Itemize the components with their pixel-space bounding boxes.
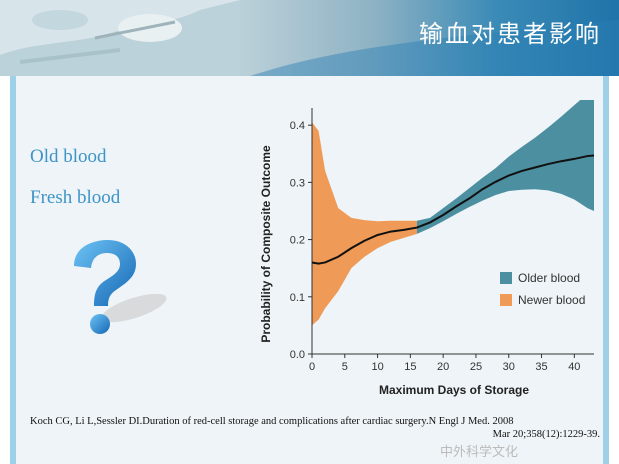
x-tick-label-40: 40 xyxy=(568,361,580,373)
slide-content-frame xyxy=(10,76,609,464)
old-blood-label: Old blood xyxy=(30,146,107,167)
legend-label-newer: Newer blood xyxy=(518,293,585,307)
newer-blood-band xyxy=(312,122,417,326)
page-title: 输血对患者影响 xyxy=(419,20,601,48)
y-tick-label-3: 0.3 xyxy=(290,177,305,189)
chart-legend: Older blood Newer blood xyxy=(500,271,585,307)
x-tick-label-20: 20 xyxy=(437,361,449,373)
header-banner: 输血对患者影响 xyxy=(0,0,619,76)
y-axis-label: Probability of Composite Outcome xyxy=(259,145,273,343)
x-tick-label-10: 10 xyxy=(371,361,383,373)
x-tick-label-0: 0 xyxy=(309,361,315,373)
y-tick-label-2: 0.2 xyxy=(290,235,305,247)
older-blood-band xyxy=(416,100,594,234)
fresh-blood-label: Fresh blood xyxy=(30,187,121,208)
x-tick-label-35: 35 xyxy=(535,361,547,373)
legend-label-older: Older blood xyxy=(518,271,580,285)
citation-line-1: Koch CG, Li L,Sessler DI.Duration of red… xyxy=(30,416,514,427)
question-mark-icon xyxy=(74,240,167,334)
storage-outcome-chart: 0 5 10 15 20 25 30 35 40 0.0 0.1 0.2 0.3 0.4 Older bl… xyxy=(259,100,595,397)
x-tick-label-30: 30 xyxy=(503,361,515,373)
y-tick-label-1: 0.1 xyxy=(290,292,305,304)
legend-swatch-newer xyxy=(500,294,512,306)
surgery-photo xyxy=(0,0,619,76)
legend-swatch-older xyxy=(500,272,512,284)
citation-line-2: Mar 20;358(12):1229-39. xyxy=(492,429,600,440)
x-tick-label-15: 15 xyxy=(404,361,416,373)
citation: Koch CG, Li L,Sessler DI.Duration of red… xyxy=(30,415,610,441)
mean-outcome-line xyxy=(311,154,595,265)
watermark-text: 中外科学文化 xyxy=(440,445,519,460)
y-tick-label-0: 0.0 xyxy=(290,349,305,361)
x-tick-label-25: 25 xyxy=(470,361,482,373)
y-tick-label-4: 0.4 xyxy=(290,120,305,132)
x-tick-label-5: 5 xyxy=(342,361,348,373)
x-axis-label: Maximum Days of Storage xyxy=(379,383,529,397)
